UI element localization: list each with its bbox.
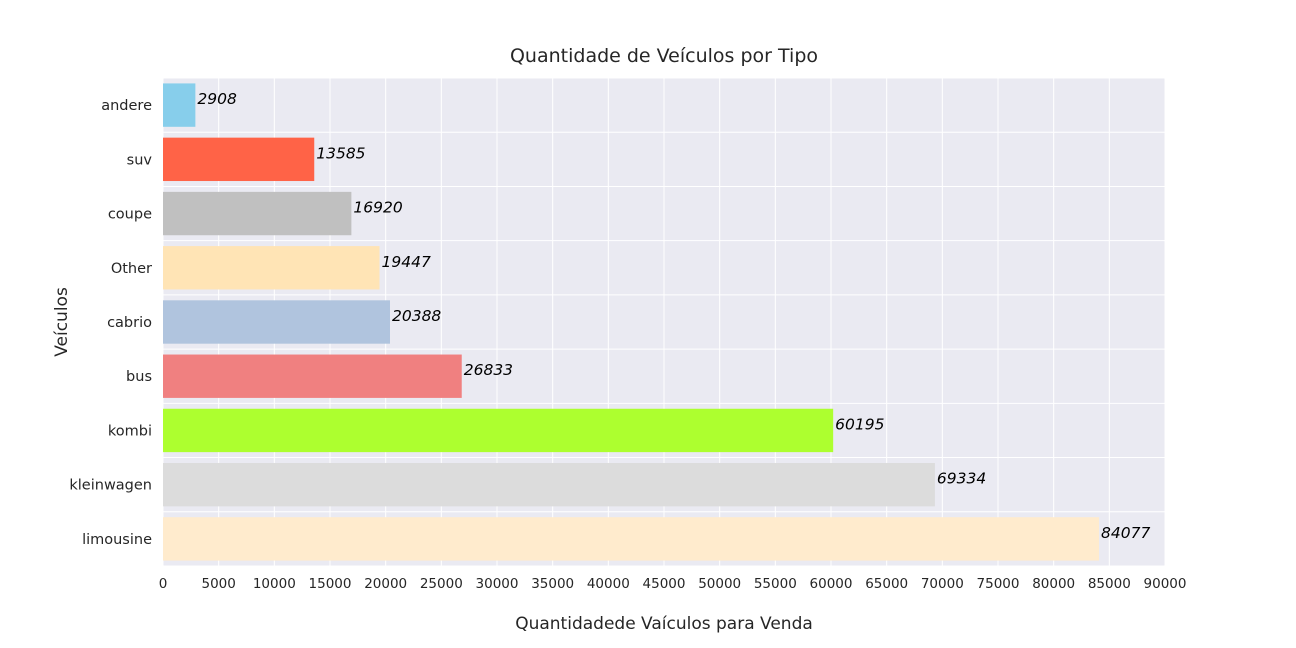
x-tick-label: 85000 bbox=[1088, 576, 1131, 592]
x-tick-label: 70000 bbox=[921, 576, 964, 592]
x-axis-ticks: 0 5000 10000 15000 20000 25000 30000 35000 40000… bbox=[159, 576, 1187, 592]
y-tick-label: coupe bbox=[108, 207, 152, 223]
x-tick-label: 50000 bbox=[698, 576, 741, 592]
y-tick-label: suv bbox=[127, 152, 153, 168]
y-tick-label: bus bbox=[126, 369, 152, 385]
bar-value-label: 19447 bbox=[382, 253, 431, 271]
x-tick-label: 20000 bbox=[364, 576, 407, 592]
x-tick-label: 35000 bbox=[531, 576, 574, 592]
x-tick-label: 30000 bbox=[476, 576, 519, 592]
x-tick-label: 80000 bbox=[1032, 576, 1075, 592]
bar-value-label: 26833 bbox=[464, 361, 513, 379]
x-tick-label: 10000 bbox=[253, 576, 296, 592]
x-tick-label: 0 bbox=[159, 576, 168, 592]
x-axis-label: Quantidadede Vaículos para Venda bbox=[515, 614, 813, 634]
x-tick-label: 45000 bbox=[643, 576, 686, 592]
bar bbox=[163, 354, 462, 398]
bar bbox=[163, 137, 315, 182]
x-tick-label: 90000 bbox=[1144, 576, 1187, 592]
x-tick-label: 40000 bbox=[587, 576, 630, 592]
x-tick-label: 75000 bbox=[977, 576, 1020, 592]
bars bbox=[163, 83, 1100, 561]
y-axis-ticks: andere suv coupe Other cabrio bus kombi kleinwa… bbox=[69, 98, 152, 548]
bar-value-label: 60195 bbox=[835, 415, 884, 433]
y-tick-label: kleinwagen bbox=[69, 478, 152, 494]
x-tick-label: 5000 bbox=[201, 576, 235, 592]
y-tick-label: limousine bbox=[82, 532, 152, 548]
x-tick-label: 65000 bbox=[865, 576, 908, 592]
y-tick-label: cabrio bbox=[107, 315, 152, 331]
x-tick-label: 60000 bbox=[810, 576, 853, 592]
y-tick-label: andere bbox=[101, 98, 152, 114]
bar bbox=[163, 462, 935, 507]
y-axis-label: Veículos bbox=[52, 287, 72, 357]
y-tick-label: Other bbox=[111, 261, 152, 277]
bar bbox=[163, 83, 196, 127]
x-tick-label: 15000 bbox=[309, 576, 352, 592]
x-tick-label: 55000 bbox=[754, 576, 797, 592]
value-labels: 2908 13585 16920 19447 20388 26833 60195 69334 8… bbox=[197, 90, 1150, 542]
bar-value-label: 16920 bbox=[353, 199, 402, 217]
x-tick-label: 25000 bbox=[420, 576, 463, 592]
bar bbox=[163, 408, 834, 453]
bar-value-label: 13585 bbox=[316, 144, 365, 162]
bar bbox=[163, 517, 1100, 561]
bar-value-label: 84077 bbox=[1101, 524, 1150, 542]
bar-value-label: 20388 bbox=[392, 307, 441, 325]
bar-value-label: 69334 bbox=[937, 470, 986, 488]
bar-value-label: 2908 bbox=[197, 90, 237, 108]
bar bbox=[163, 191, 352, 236]
bar bbox=[163, 246, 380, 290]
y-tick-label: kombi bbox=[108, 423, 152, 439]
bar bbox=[163, 300, 390, 344]
chart-title: Quantidade de Veículos por Tipo bbox=[510, 45, 818, 67]
